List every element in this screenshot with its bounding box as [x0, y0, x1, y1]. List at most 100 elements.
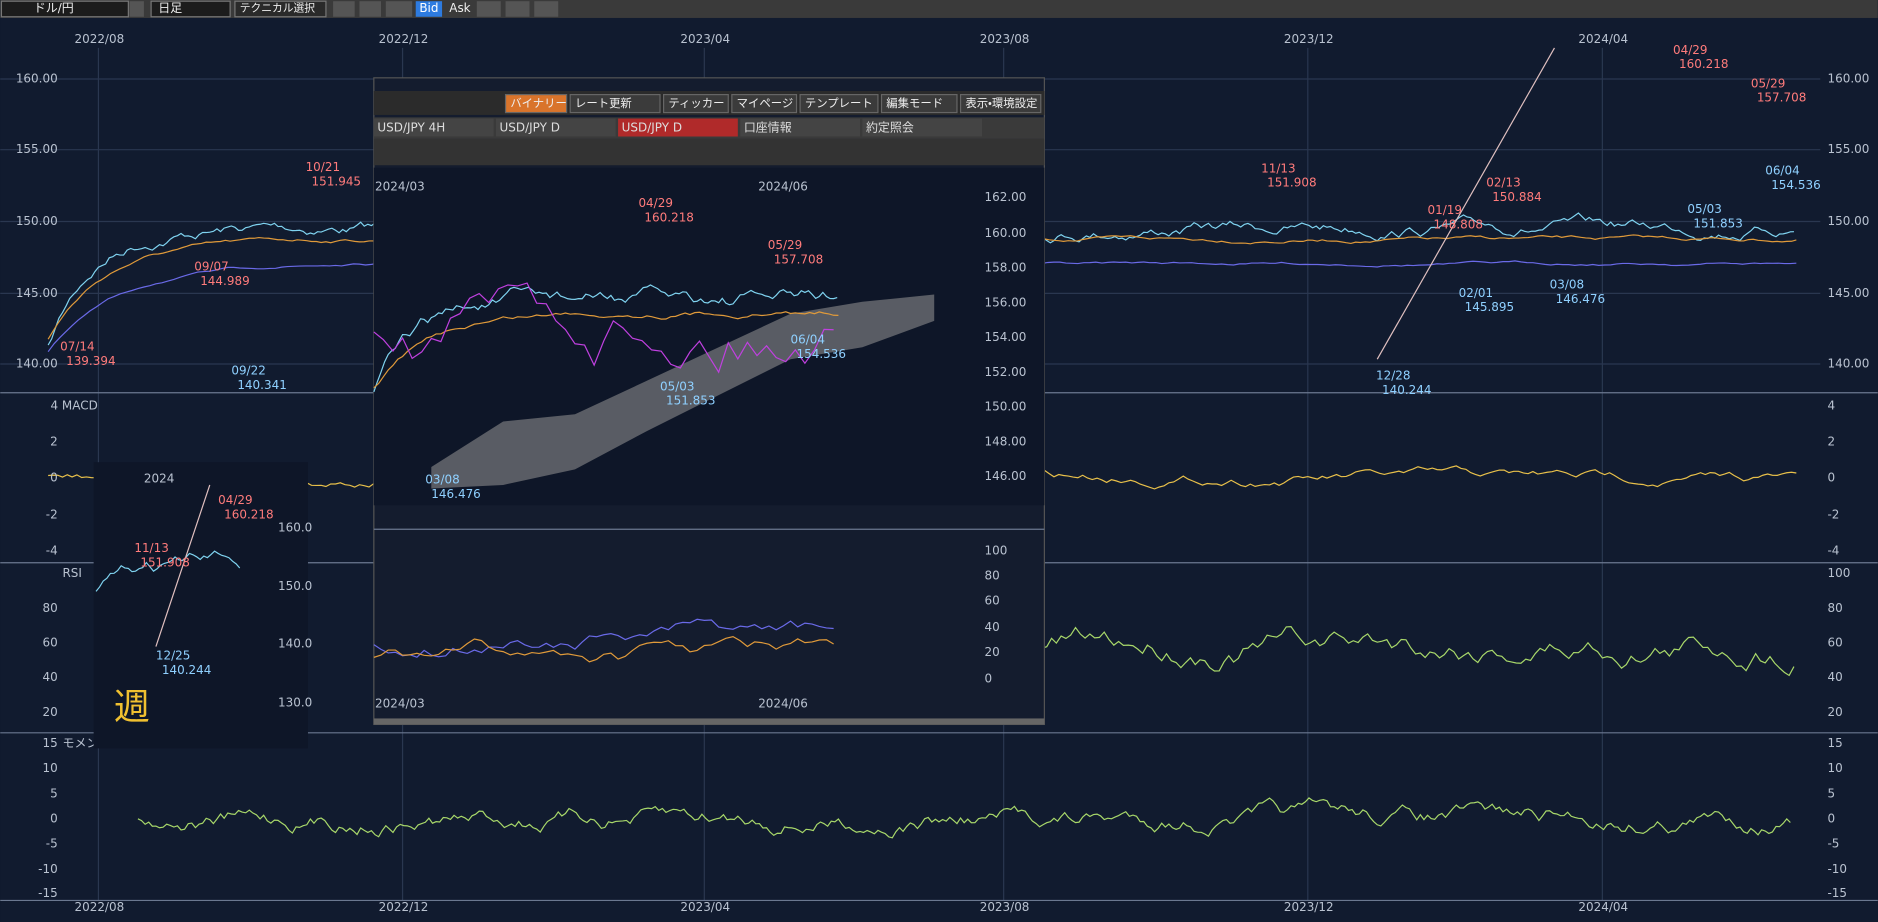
indicator-axis-label: -15 — [1827, 886, 1847, 900]
tab-label: USD/JPY D — [622, 121, 682, 135]
annotation-date: 03/08 — [425, 473, 460, 487]
indicator-title: 4 MACD — [51, 398, 98, 412]
tab[interactable] — [373, 118, 494, 137]
price-axis-label: 150.0 — [278, 579, 312, 593]
technical-select[interactable] — [234, 0, 327, 18]
symbol-select[interactable] — [0, 0, 129, 18]
x-axis-label: 2022/08 — [74, 900, 124, 914]
x-axis-label: 2023/12 — [1284, 32, 1334, 46]
annotation-date: 06/04 — [1765, 164, 1800, 178]
price-axis-label: 140.00 — [16, 357, 58, 371]
indicator-axis-label: 4 — [1827, 398, 1835, 412]
price-axis-label: 148.00 — [985, 434, 1027, 448]
tab[interactable] — [740, 118, 860, 137]
annotation-price: 140.244 — [162, 663, 212, 677]
annotation-date: 09/22 — [231, 364, 265, 378]
menu-button[interactable] — [799, 93, 879, 114]
tab-label: USD/JPY D — [500, 121, 560, 135]
tool-button[interactable] — [385, 1, 413, 17]
menu-button[interactable] — [662, 93, 729, 114]
indicator-axis-label: 15 — [42, 736, 57, 750]
indicator-axis-label: -10 — [1827, 862, 1847, 876]
tool-button[interactable] — [333, 1, 355, 17]
tab[interactable] — [618, 118, 738, 137]
price-axis-label: 154.00 — [985, 330, 1027, 344]
indicator-axis-label: -4 — [46, 543, 58, 557]
indicator-axis-label: 0 — [50, 812, 58, 826]
x-axis-label: 2024/04 — [1578, 32, 1628, 46]
annotation-price: 150.884 — [1492, 190, 1542, 204]
annotation-date: 05/03 — [1687, 202, 1722, 216]
menu-label: レート更新 — [575, 96, 632, 110]
menu-button[interactable] — [731, 93, 798, 114]
menu-button[interactable] — [504, 93, 568, 114]
menu-label: バイナリー — [510, 96, 567, 110]
tab-label: 約定照会 — [866, 120, 914, 135]
price-axis-label: 155.00 — [1827, 142, 1869, 156]
annotation-date: 07/14 — [60, 340, 95, 354]
annotation-price: 151.908 — [1267, 176, 1317, 190]
menu-button[interactable] — [880, 93, 958, 114]
zoom-in[interactable] — [534, 1, 559, 17]
menu-button[interactable] — [569, 93, 661, 114]
toolbar-gap — [373, 138, 1045, 166]
tab[interactable] — [495, 118, 616, 137]
annotation-date: 09/07 — [194, 260, 228, 274]
indicator-axis-label: 5 — [50, 786, 58, 800]
indicator-axis-label: -4 — [1827, 543, 1839, 557]
x-axis-label: 2024/03 — [375, 179, 425, 193]
weekly-panel — [93, 462, 308, 749]
annotation-date: 04/29 — [638, 196, 673, 210]
tab[interactable] — [862, 118, 983, 137]
x-axis-label: 2024/04 — [1578, 900, 1628, 914]
toolbar — [0, 0, 1878, 18]
price-axis-label: 145.00 — [16, 286, 58, 300]
indicator-axis-label: -5 — [46, 837, 58, 851]
period: 日足 — [158, 1, 182, 15]
indicator-axis-label: 20 — [42, 705, 57, 719]
tool-button[interactable] — [476, 1, 501, 17]
annotation-price: 151.853 — [666, 394, 716, 408]
annotation-price: 148.808 — [1434, 218, 1484, 232]
annotation-price: 157.708 — [1757, 91, 1807, 105]
annotation-price: 151.945 — [312, 175, 362, 189]
annotation-date: 05/29 — [1751, 76, 1786, 90]
price-axis-label: 160.0 — [278, 521, 312, 535]
bid-button[interactable] — [415, 1, 443, 17]
menu-label: 表示・環境設定 — [965, 96, 1037, 110]
indicator-line — [373, 618, 834, 658]
annotation-date: 12/25 — [156, 649, 191, 663]
annotation-date: 11/13 — [134, 541, 169, 555]
indicator-axis-label: 100 — [1827, 566, 1850, 580]
annotation-price: 160.218 — [644, 210, 694, 224]
annotation-price: 146.476 — [431, 487, 481, 501]
annotation-price: 160.218 — [1679, 57, 1729, 71]
period-select[interactable] — [150, 0, 231, 18]
annotation-price: 157.708 — [774, 252, 824, 266]
price-axis-label: 160.00 — [1827, 72, 1869, 86]
indicator-title: RSI — [63, 566, 82, 580]
indicator-axis-label: -2 — [1827, 507, 1839, 521]
price-axis-label: 160.00 — [16, 72, 58, 86]
price-axis-label: 150.00 — [16, 214, 58, 228]
trend-line — [155, 484, 211, 647]
menu-label: マイページ — [737, 96, 794, 110]
indicator-axis-label: 5 — [1827, 786, 1835, 800]
indicator-axis-label: 0 — [1827, 470, 1835, 484]
indicator-axis-label: -5 — [1827, 837, 1839, 851]
annotation-date: 02/13 — [1486, 176, 1521, 190]
price-axis-label: 130.0 — [278, 695, 312, 709]
menu-label: 編集モード — [886, 96, 943, 110]
annotation-date: 04/29 — [218, 493, 253, 507]
price-axis-label: 155.00 — [16, 142, 58, 156]
scrollbar — [373, 718, 1045, 725]
zoom-out[interactable] — [505, 1, 530, 17]
dropdown-button[interactable] — [129, 1, 144, 17]
x-axis-label: 2023/04 — [680, 900, 730, 914]
annotation-date: 11/13 — [1261, 161, 1296, 175]
indicator-axis-label: 10 — [42, 761, 57, 775]
tool-button[interactable] — [359, 1, 382, 17]
menu-button[interactable] — [959, 93, 1042, 114]
